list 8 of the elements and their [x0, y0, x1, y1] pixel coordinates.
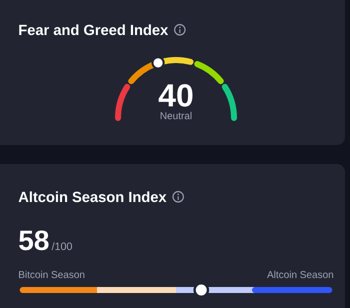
text: Altcoin Season Index — [18, 191, 166, 202]
text: Fear and Greed Index — [19, 24, 168, 36]
text: Altcoin Season — [267, 270, 334, 278]
data-label: 58 — [19, 230, 49, 250]
text: Neutral — [160, 112, 192, 120]
data-label: 40 — [158, 84, 192, 107]
text: Bitcoin Season — [19, 270, 84, 278]
text: /100 — [52, 242, 72, 250]
